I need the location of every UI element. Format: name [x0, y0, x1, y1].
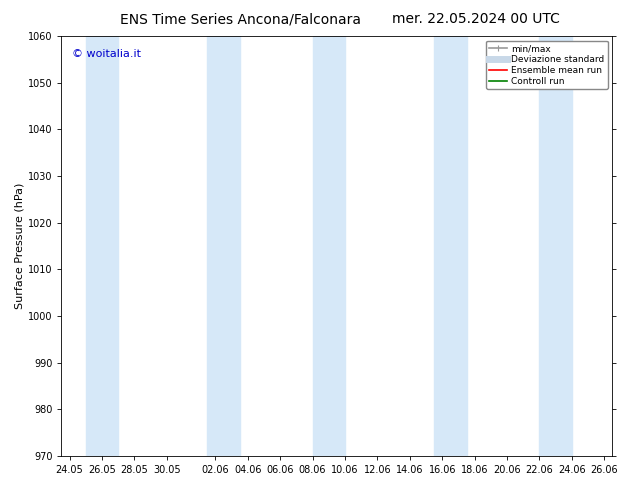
Text: ENS Time Series Ancona/Falconara: ENS Time Series Ancona/Falconara: [120, 12, 361, 26]
Bar: [434, 36, 467, 456]
Bar: [207, 36, 240, 456]
Text: © woitalia.it: © woitalia.it: [72, 49, 141, 59]
Bar: [86, 36, 118, 456]
Bar: [313, 36, 345, 456]
Bar: [540, 36, 572, 456]
Y-axis label: Surface Pressure (hPa): Surface Pressure (hPa): [15, 183, 25, 309]
Text: mer. 22.05.2024 00 UTC: mer. 22.05.2024 00 UTC: [392, 12, 559, 26]
Legend: min/max, Deviazione standard, Ensemble mean run, Controll run: min/max, Deviazione standard, Ensemble m…: [486, 41, 608, 89]
